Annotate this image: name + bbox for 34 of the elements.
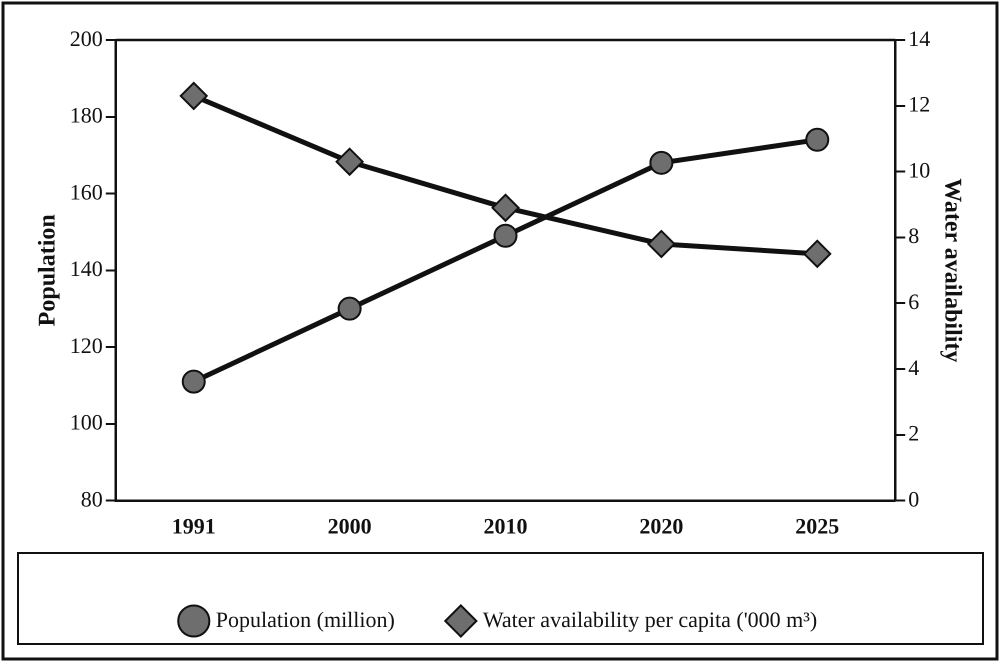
y2-tick-label: 2 bbox=[908, 420, 920, 446]
y-axis-title: Population bbox=[34, 214, 61, 326]
y2-axis-title: Water availability bbox=[939, 178, 966, 362]
y-tick-label: 160 bbox=[70, 179, 103, 204]
legend-label: Water availability per capita ('000 m³) bbox=[482, 606, 818, 632]
y2-tick-label: 14 bbox=[908, 26, 930, 51]
y-tick-label: 140 bbox=[70, 256, 103, 282]
y2-tick-label: 0 bbox=[908, 486, 920, 512]
y2-tick-label: 4 bbox=[908, 354, 920, 380]
x-tick-label: 2020 bbox=[639, 513, 684, 538]
y-tick-label: 100 bbox=[70, 410, 103, 435]
y-tick-label: 200 bbox=[70, 26, 103, 51]
y-tick-label: 80 bbox=[80, 486, 103, 512]
point bbox=[647, 230, 676, 258]
x-tick-label: 2025 bbox=[795, 513, 840, 538]
y-tick-label: 180 bbox=[70, 102, 103, 128]
point bbox=[649, 150, 674, 175]
point bbox=[182, 370, 206, 394]
point bbox=[494, 224, 518, 248]
point bbox=[803, 240, 832, 268]
x-tick-label: 1991 bbox=[172, 513, 216, 538]
y-tick-label: 120 bbox=[70, 332, 103, 358]
legend-label: Population (million) bbox=[216, 606, 395, 632]
y2-tick-label: 10 bbox=[908, 157, 930, 182]
y2-tick-label: 8 bbox=[908, 223, 920, 248]
x-tick-label: 2010 bbox=[484, 513, 528, 538]
point bbox=[336, 148, 364, 176]
point bbox=[338, 296, 362, 321]
point bbox=[492, 194, 520, 222]
point bbox=[805, 128, 830, 152]
y2-tick-label: 12 bbox=[908, 92, 930, 117]
x-tick-label: 2000 bbox=[328, 513, 372, 538]
point bbox=[180, 82, 208, 110]
y2-tick-label: 6 bbox=[908, 288, 920, 314]
